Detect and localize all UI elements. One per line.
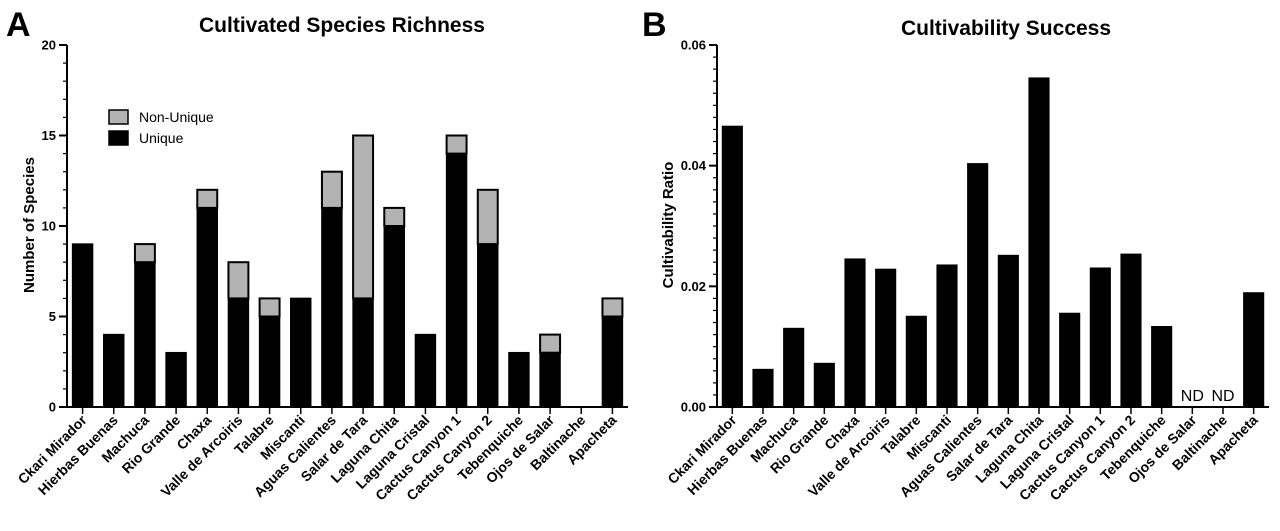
bar-non-unique-machuca	[133, 243, 156, 264]
bar-machuca	[783, 327, 805, 408]
chart-b-ylabel: Cultivability Ratio	[660, 162, 677, 289]
bar-chaxa	[844, 258, 866, 408]
bar-unique-ojos-de-salar	[539, 351, 561, 408]
chart-b-y-tick-label: 0.04	[681, 158, 707, 173]
bar-unique-talabre	[258, 315, 281, 408]
bar-unique-rio-grande	[165, 351, 187, 408]
bar-non-unique-valle-de-arcoiris	[227, 261, 250, 300]
bar-apacheta	[1243, 292, 1265, 408]
chart-b-y-tick-label: 0.02	[681, 279, 706, 294]
bar-cactus-canyon-2	[1120, 253, 1142, 408]
chart-b-title: Cultivability Success	[901, 17, 1111, 40]
bar-unique-machuca	[134, 261, 156, 408]
bar-miscanti	[936, 264, 958, 408]
chart-a-title: Cultivated Species Richness	[199, 14, 485, 37]
legend-label-unique: Unique	[139, 130, 184, 146]
nd-annotation-baltinache: ND	[1211, 388, 1234, 405]
bar-unique-miscanti	[290, 297, 312, 408]
bar-unique-aguas-calientes	[321, 207, 343, 408]
chart-a-y-tick-label: 0	[49, 400, 56, 415]
bar-unique-ckari-mirador	[71, 243, 94, 408]
legend-swatch-non-unique	[108, 109, 129, 125]
bar-rio-grande	[813, 362, 835, 408]
bar-aguas-calientes	[967, 163, 989, 408]
bar-unique-laguna-chita	[383, 225, 405, 408]
bar-laguna-cristal	[1059, 312, 1081, 408]
bar-valle-de-arcoiris	[875, 268, 897, 408]
bar-non-unique-cactus-canyon-2	[476, 188, 499, 246]
bar-unique-apacheta	[601, 315, 624, 408]
bar-unique-tebenquiche	[508, 351, 530, 408]
chart-b-y-tick-label: 0.00	[681, 400, 706, 415]
bar-non-unique-salar-de-tara	[352, 134, 375, 300]
chart-a-y-tick-label: 5	[49, 309, 56, 324]
chart-a-y-tick-label: 15	[42, 128, 56, 143]
bar-non-unique-talabre	[258, 297, 281, 318]
bar-non-unique-cactus-canyon-1	[445, 134, 468, 155]
chart-a-legend: Non-Unique Unique	[108, 109, 214, 146]
bar-laguna-chita	[1028, 77, 1050, 408]
chart-b-y-tick-label: 0.06	[681, 38, 706, 53]
bar-unique-valle-de-arcoiris	[227, 297, 250, 408]
panel-a-letter: A	[6, 6, 31, 44]
bar-unique-cactus-canyon-2	[477, 243, 499, 408]
chart-a-y-tick-label: 20	[42, 38, 56, 53]
bar-unique-chaxa	[196, 207, 218, 408]
bar-unique-cactus-canyon-1	[445, 152, 468, 408]
bar-cactus-canyon-1	[1089, 267, 1111, 408]
bar-unique-laguna-cristal	[414, 333, 437, 408]
bar-talabre	[905, 315, 927, 408]
bar-non-unique-apacheta	[601, 297, 624, 318]
panel-b-letter: B	[642, 6, 667, 44]
bar-hierbas-buenas	[752, 368, 774, 408]
bar-ckari-mirador	[721, 125, 743, 408]
bar-tebenquiche	[1151, 326, 1173, 408]
bar-non-unique-aguas-calientes	[320, 170, 343, 209]
chart-a-y-tick-label: 10	[42, 219, 56, 234]
bar-non-unique-ojos-de-salar	[539, 333, 562, 354]
chart-a-ylabel: Number of Species	[21, 157, 38, 293]
bar-salar-de-tara	[997, 254, 1019, 408]
bar-unique-hierbas-buenas	[103, 333, 125, 408]
legend-label-non-unique: Non-Unique	[139, 109, 214, 125]
bar-non-unique-laguna-chita	[383, 206, 406, 227]
legend-swatch-unique	[108, 130, 129, 146]
bar-unique-salar-de-tara	[352, 297, 374, 408]
bar-non-unique-chaxa	[196, 188, 219, 209]
nd-annotation-ojos-de-salar: ND	[1181, 388, 1204, 405]
